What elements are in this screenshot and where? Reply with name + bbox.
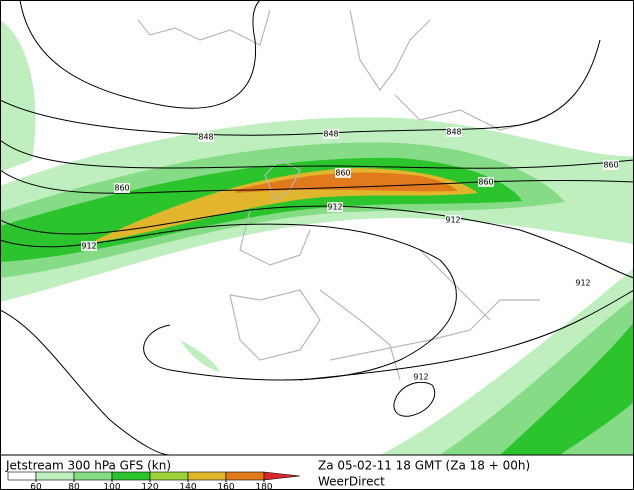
jet-shading bbox=[0, 20, 634, 455]
colorbar-tick-label: 80 bbox=[68, 483, 80, 490]
colorbar-over bbox=[263, 471, 301, 481]
contour-label-bg bbox=[335, 168, 351, 178]
colorbar-under bbox=[7, 471, 37, 481]
contour-label: 912 bbox=[81, 242, 96, 251]
colorbar-tick-label: 160 bbox=[217, 483, 234, 490]
colorbar-tick-label: 60 bbox=[30, 483, 42, 490]
contour-label-bg bbox=[446, 127, 462, 137]
contour-label: 912 bbox=[445, 216, 460, 225]
colorbar-segment bbox=[225, 471, 265, 481]
contour-label: 860 bbox=[478, 178, 493, 187]
contour-label: 860 bbox=[114, 184, 129, 193]
colorbar-segment bbox=[35, 471, 75, 481]
contour-label-bg bbox=[114, 183, 130, 193]
contour-label-bg bbox=[327, 202, 343, 212]
contours bbox=[0, 0, 634, 456]
coastlines bbox=[137, 9, 541, 381]
contour-label: 860 bbox=[603, 161, 618, 170]
contour-label-bg bbox=[478, 177, 494, 187]
colorbar-segment bbox=[187, 471, 227, 481]
colorbar-segment bbox=[73, 471, 113, 481]
contour-label: 848 bbox=[323, 130, 338, 139]
colorbar-tick-label: 100 bbox=[103, 483, 120, 490]
contour-label-bg bbox=[198, 132, 214, 142]
colorbar-tick-label: 180 bbox=[255, 483, 272, 490]
contour-label-bg bbox=[575, 278, 591, 288]
colorbar-segment bbox=[149, 471, 189, 481]
contour-label: 848 bbox=[198, 133, 213, 142]
contour-label: 912 bbox=[413, 373, 428, 382]
contour-label: 912 bbox=[327, 203, 342, 212]
colorbar-tick-label: 140 bbox=[179, 483, 196, 490]
contour-label-bg bbox=[81, 241, 97, 251]
contour-label-bg bbox=[323, 129, 339, 139]
contour-label: 860 bbox=[335, 169, 350, 178]
contour-label: 912 bbox=[575, 279, 590, 288]
colorbar-segment bbox=[111, 471, 151, 481]
contour-labels: 848 848 848 860 860 860 860 912 912 912 912 912 bbox=[81, 127, 619, 382]
footer-datetime: Za 05-02-11 18 GMT (Za 18 + 00h) bbox=[318, 459, 530, 473]
footer-title: Jetstream 300 hPa GFS (kn) bbox=[5, 459, 171, 473]
footer-source: WeerDirect bbox=[318, 475, 385, 489]
contour-label-bg bbox=[603, 160, 619, 170]
contour-label-bg bbox=[413, 372, 429, 382]
colorbar-tick-label: 120 bbox=[141, 483, 158, 490]
contour-label: 848 bbox=[446, 128, 461, 137]
colorbar: 60 80 100 120 140 160 180 bbox=[7, 471, 301, 490]
contour-label-bg bbox=[445, 215, 461, 225]
